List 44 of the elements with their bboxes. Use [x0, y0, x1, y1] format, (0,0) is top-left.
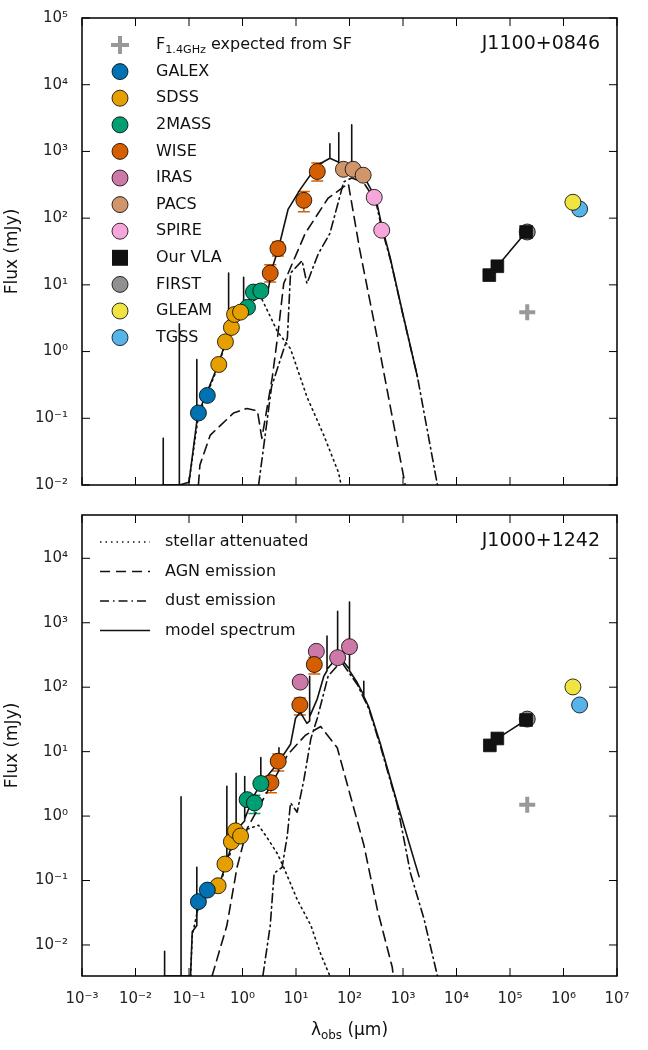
x-tick-label: 10²	[336, 988, 363, 1007]
legend-label: stellar attenuated	[165, 531, 309, 551]
legend-label: Our VLA	[156, 246, 222, 266]
y-tick-label: 10²	[42, 208, 68, 227]
legend-label: GALEX	[156, 60, 210, 80]
y-tick-label: 10⁴	[42, 548, 68, 567]
y-tick-label: 10⁻¹	[34, 870, 68, 889]
x-tick-label: 10⁻¹	[172, 988, 206, 1007]
y-tick-label: 10²	[42, 677, 68, 696]
y-tick-label: 10⁰	[42, 341, 68, 360]
y-tick-label: 10¹	[42, 274, 68, 293]
legend-label: SPIRE	[156, 220, 202, 240]
y-tick-label: 10¹	[42, 741, 68, 760]
y-axis-title: Flux (mJy)	[0, 208, 21, 295]
y-tick-label: 10⁻¹	[34, 408, 68, 427]
x-tick-label: 10⁴	[443, 988, 470, 1007]
legend-label: model spectrum	[165, 619, 296, 639]
y-tick-label: 10⁰	[42, 805, 68, 824]
legend-label: FIRST	[156, 273, 202, 293]
legend-label: PACS	[156, 193, 197, 213]
x-tick-label: 10⁰	[229, 988, 256, 1007]
text: J1100+0846	[480, 30, 600, 53]
y-axis-title: Flux (mJy)	[0, 702, 21, 789]
y-tick-label: 10³	[42, 141, 68, 160]
x-tick-label: 10⁻²	[118, 988, 153, 1007]
legend-label: dust emission	[165, 590, 276, 610]
legend-label: WISE	[156, 140, 197, 160]
y-tick-label: 10⁻²	[34, 474, 68, 493]
x-tick-label: 10⁷	[604, 988, 630, 1007]
x-tick-label: 10⁵	[497, 988, 523, 1007]
legend-label: 2MASS	[156, 113, 212, 133]
x-tick-label: 10⁶	[550, 988, 577, 1007]
legend-label: IRAS	[156, 167, 193, 187]
y-tick-label: 10³	[42, 612, 68, 631]
x-tick-label: 10³	[390, 988, 416, 1007]
text: J1000+1242	[480, 527, 600, 550]
x-tick-label: 10¹	[283, 988, 309, 1007]
y-tick-label: 10⁴	[42, 74, 68, 93]
legend-label: AGN emission	[165, 560, 277, 580]
legend-label: SDSS	[156, 87, 199, 107]
x-tick-label: 10⁻³	[65, 988, 99, 1007]
y-tick-label: 10⁵	[42, 7, 68, 26]
legend-label: GLEAM	[156, 300, 213, 320]
y-tick-label: 10⁻²	[34, 934, 68, 953]
